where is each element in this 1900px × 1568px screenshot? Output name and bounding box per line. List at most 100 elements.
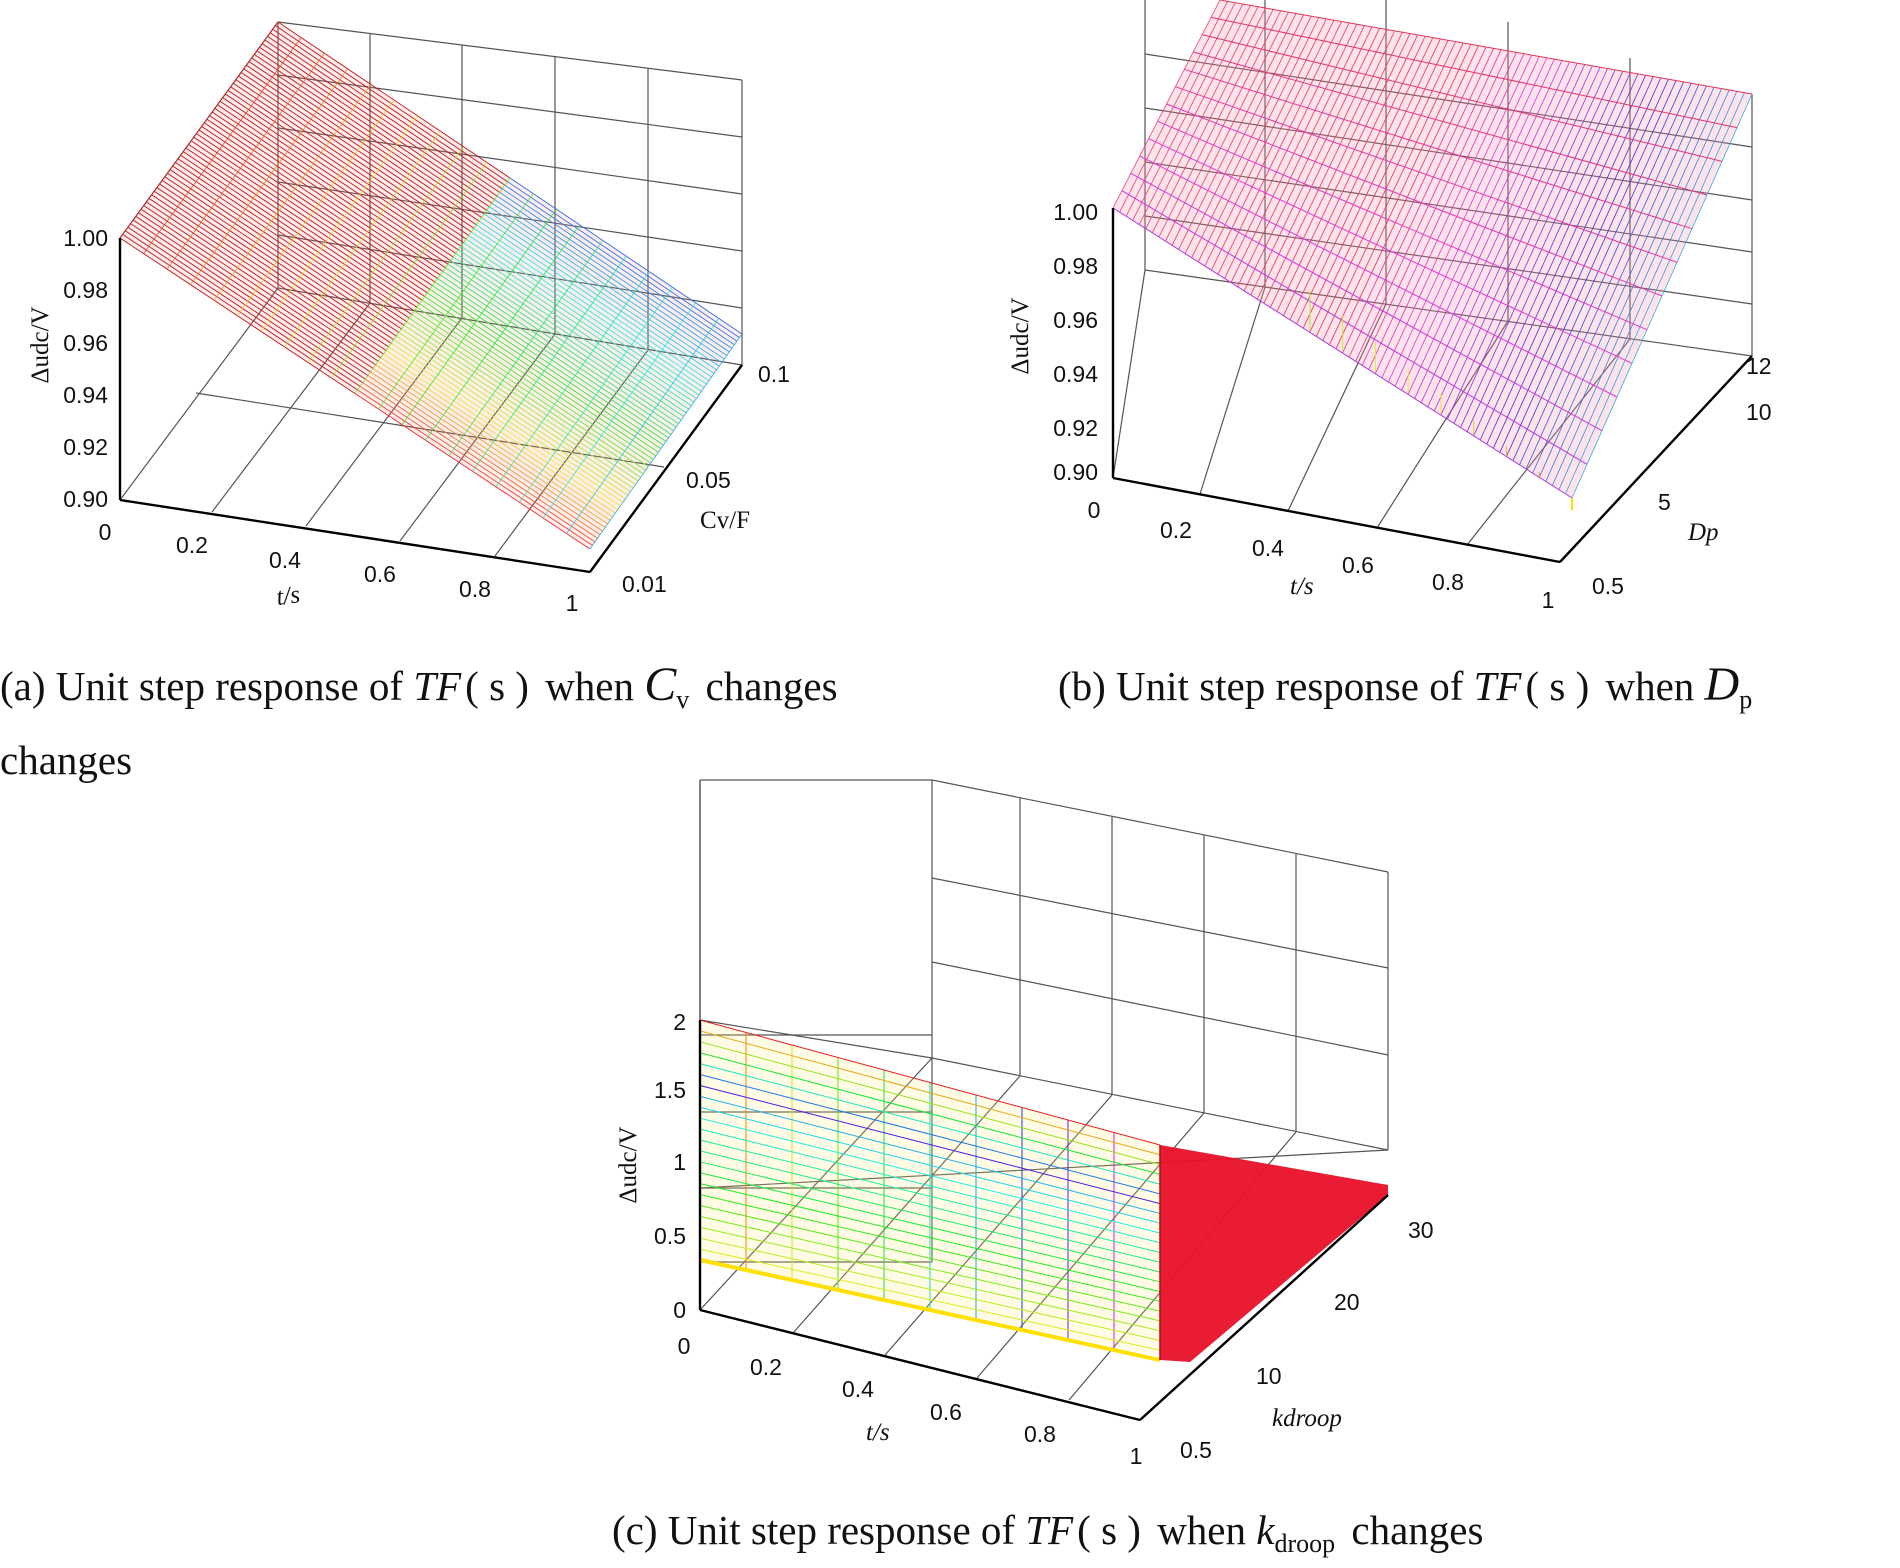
panel-c-z-ticks: 2 1.5 1 0.5 0 (654, 1009, 686, 1323)
surface-mesh-line (699, 1041, 1161, 1166)
axis-label: Δudc/V (615, 1126, 642, 1203)
surface-mesh-line (1210, 16, 1738, 129)
tick-label: 0.2 (176, 532, 208, 558)
tick-label: 0.90 (1053, 459, 1098, 485)
tick-label: 1.00 (1053, 199, 1098, 225)
surface-mesh-line (143, 37, 302, 254)
tick-label: 0.90 (63, 486, 108, 512)
caption-text: changes (695, 663, 837, 709)
panel-a-param-ticks: 0.01 0.05 0.1 (622, 361, 790, 597)
surface-mesh-line (354, 177, 511, 394)
tick-label: 20 (1334, 1289, 1360, 1315)
tick-label: 0.05 (686, 467, 731, 493)
surface-mesh-line (472, 255, 627, 472)
tick-label: 0.4 (842, 1376, 874, 1402)
caption-text: when (535, 663, 644, 709)
caption-math: k (1256, 1507, 1275, 1553)
surface-mesh-line (699, 1183, 1161, 1293)
surface-mesh-line (699, 1215, 1161, 1322)
tick-label: 0.8 (1432, 569, 1464, 595)
axis-label: Δudc/V (27, 306, 54, 383)
panel-b-z-ticks: 1.00 0.98 0.96 0.94 0.92 0.90 (1053, 199, 1098, 485)
panel-c-t-ticks: 0 0.2 0.4 0.6 0.8 1 (678, 1333, 1143, 1469)
surface-mesh-line (566, 318, 720, 534)
surface-mesh-line (699, 1226, 1161, 1332)
surface-mesh-line (699, 1063, 1161, 1185)
tick-label: 1 (1130, 1443, 1143, 1469)
surface-mesh-line (542, 302, 696, 519)
tick-label: 0 (678, 1333, 691, 1359)
tick-label: 0.2 (1160, 517, 1192, 543)
tick-label: 1.00 (63, 225, 108, 251)
tick-label: 0.98 (1053, 253, 1098, 279)
surface-mesh-line (699, 1172, 1161, 1283)
panel-a: 1.00 0.98 0.96 0.94 0.92 0.90 0 0.2 0.4 … (27, 21, 790, 616)
surface-mesh-line (699, 1194, 1161, 1302)
surface-mesh-line (448, 240, 604, 456)
surface-mesh-line (1148, 138, 1633, 364)
tick-label: 10 (1746, 399, 1772, 425)
panel-b-surface (1112, 0, 1753, 510)
surface-mesh-line (378, 193, 534, 410)
x-axis-label: t/s (1290, 573, 1314, 600)
x-axis-label: t/s (866, 1419, 890, 1446)
caption-text: changes (1341, 1507, 1483, 1553)
tick-label: 0.01 (622, 571, 667, 597)
surface-mesh-line (1139, 155, 1618, 398)
caption-a-text: (a) Unit step response of TF( s ) when C… (0, 658, 838, 714)
caption-math: ( s ) (1077, 1507, 1141, 1553)
tick-label: 0.96 (63, 330, 108, 356)
surface-mesh-line (1175, 86, 1678, 263)
surface-mesh-line (699, 1258, 1161, 1362)
caption-math: ( s ) (1525, 663, 1589, 709)
caption-math: ( s ) (465, 663, 529, 709)
surface-mesh-line (1121, 190, 1588, 465)
tick-label: 30 (1408, 1217, 1434, 1243)
panel-b-z-label: Δudc/V (1007, 297, 1034, 374)
tick-label: 0.5 (654, 1223, 686, 1249)
caption-c: (c) Unit step response of TF( s ) when k… (612, 1507, 1483, 1558)
surface-mesh-line (699, 1052, 1161, 1175)
tick-label: 2 (673, 1009, 686, 1035)
caption-math: TF (1025, 1507, 1074, 1553)
tick-label: 0.5 (1180, 1437, 1212, 1463)
surface-mesh-line (166, 52, 325, 270)
surface-mesh-line (699, 1074, 1161, 1195)
caption-math: p (1739, 685, 1752, 714)
caption-text: (a) Unit step response of (0, 663, 413, 709)
tick-label: 0.5 (1592, 573, 1624, 599)
tick-label: 0.6 (1342, 552, 1374, 578)
panel-c-param-ticks: 0.5 10 20 30 (1180, 1217, 1434, 1463)
surface-mesh-line (1130, 172, 1603, 432)
tick-label: 0.4 (1252, 535, 1284, 561)
panel-a-surface (119, 21, 743, 550)
caption-math: droop (1274, 1529, 1335, 1558)
caption-c-text: (c) Unit step response of TF( s ) when k… (612, 1507, 1483, 1558)
x-axis-label: t/s (275, 581, 302, 611)
tick-label: 1.5 (654, 1077, 686, 1103)
tick-label: 1 (673, 1149, 686, 1175)
panel-c-surface (699, 1019, 1388, 1362)
surface-mesh-line (519, 286, 673, 503)
surface-mesh-line (699, 1204, 1161, 1312)
surface-mesh-line (1112, 207, 1573, 499)
caption-math: v (676, 685, 689, 714)
panel-c-axes (698, 1020, 1389, 1422)
tick-label: 0.8 (1024, 1421, 1056, 1447)
panel-b: 1.00 0.98 0.96 0.94 0.92 0.90 0 0.2 0.4 … (1007, 0, 1772, 613)
surface-mesh-line (119, 21, 279, 239)
surface-mesh-line (699, 1030, 1161, 1156)
surface-mesh-line (1166, 103, 1663, 297)
surface-mesh-line (589, 333, 743, 550)
surface-mesh-line (1193, 51, 1708, 196)
tick-label: 0.1 (758, 361, 790, 387)
caption-text: (c) Unit step response of (612, 1507, 1025, 1553)
surface-mesh-line (699, 1248, 1161, 1351)
tick-label: 0.2 (750, 1354, 782, 1380)
panel-c: 2 1.5 1 0.5 0 0 0.2 0.4 0.6 0.8 1 0.5 10… (615, 779, 1434, 1469)
caption-a: (a) Unit step response of TF( s ) when C… (0, 658, 838, 783)
caption-math: D (1704, 658, 1740, 711)
tick-label: 0 (673, 1297, 686, 1323)
